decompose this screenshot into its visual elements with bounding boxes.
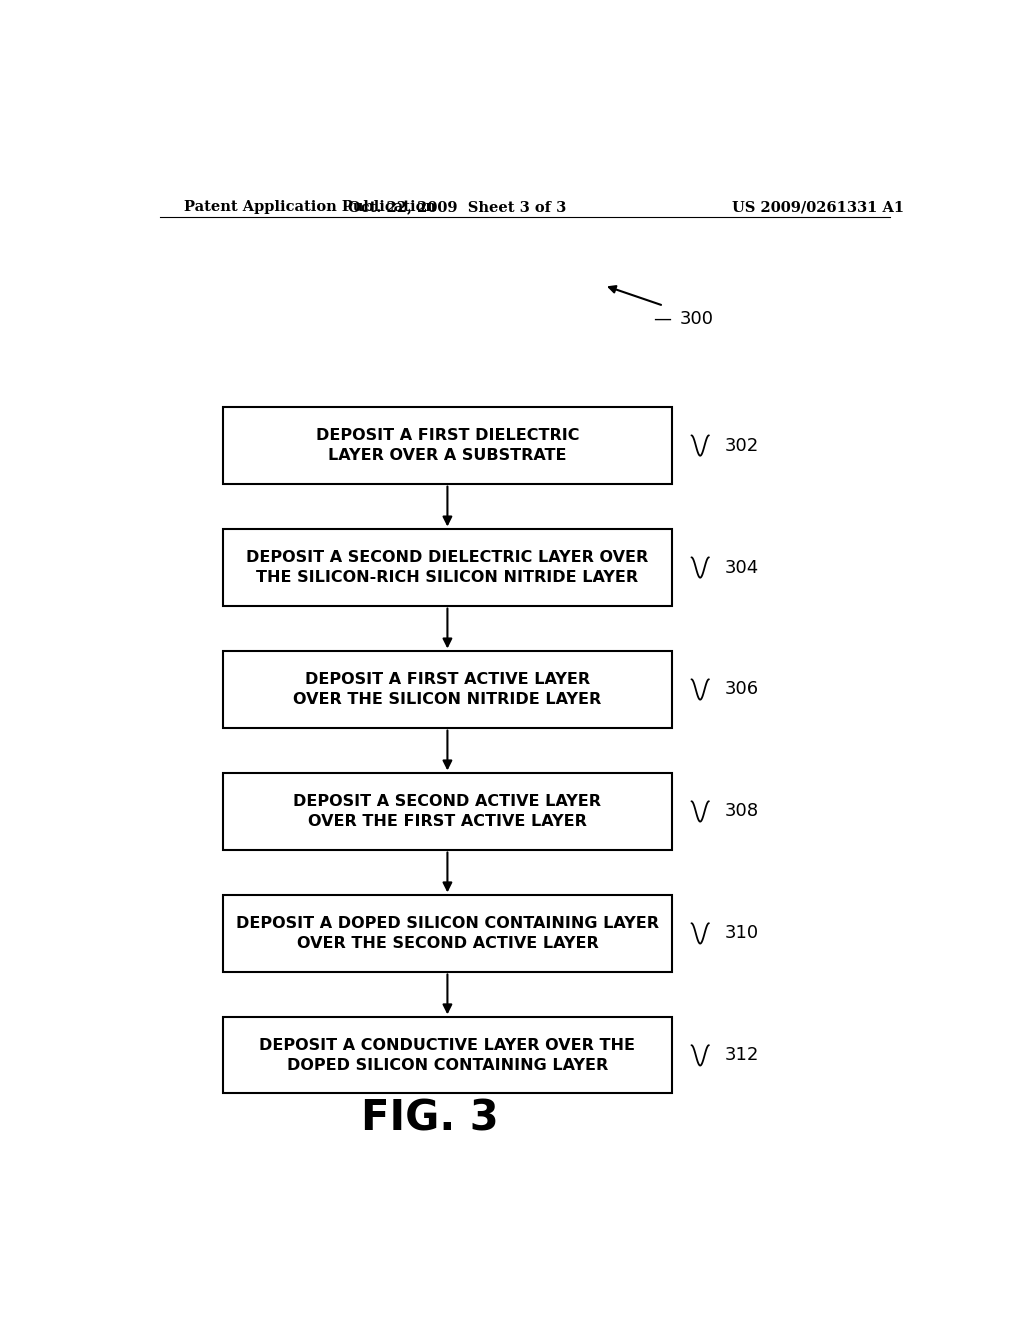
Text: 310: 310 <box>725 924 759 942</box>
Text: US 2009/0261331 A1: US 2009/0261331 A1 <box>732 201 904 214</box>
Text: 300: 300 <box>680 310 714 327</box>
Text: 308: 308 <box>725 803 759 821</box>
Text: Oct. 22, 2009  Sheet 3 of 3: Oct. 22, 2009 Sheet 3 of 3 <box>348 201 566 214</box>
FancyBboxPatch shape <box>223 529 672 606</box>
Text: DEPOSIT A DOPED SILICON CONTAINING LAYER
OVER THE SECOND ACTIVE LAYER: DEPOSIT A DOPED SILICON CONTAINING LAYER… <box>236 916 658 950</box>
FancyBboxPatch shape <box>223 651 672 727</box>
Text: 304: 304 <box>725 558 759 577</box>
Text: 306: 306 <box>725 681 759 698</box>
FancyBboxPatch shape <box>223 1018 672 1093</box>
Text: DEPOSIT A SECOND DIELECTRIC LAYER OVER
THE SILICON-RICH SILICON NITRIDE LAYER: DEPOSIT A SECOND DIELECTRIC LAYER OVER T… <box>247 550 648 585</box>
Text: DEPOSIT A FIRST DIELECTRIC
LAYER OVER A SUBSTRATE: DEPOSIT A FIRST DIELECTRIC LAYER OVER A … <box>315 428 580 463</box>
Text: 302: 302 <box>725 437 759 454</box>
Text: 312: 312 <box>725 1047 759 1064</box>
FancyBboxPatch shape <box>223 774 672 850</box>
Text: DEPOSIT A FIRST ACTIVE LAYER
OVER THE SILICON NITRIDE LAYER: DEPOSIT A FIRST ACTIVE LAYER OVER THE SI… <box>293 672 601 708</box>
FancyBboxPatch shape <box>223 408 672 483</box>
Text: —: — <box>653 310 672 327</box>
Text: Patent Application Publication: Patent Application Publication <box>183 201 435 214</box>
FancyBboxPatch shape <box>223 895 672 972</box>
Text: DEPOSIT A SECOND ACTIVE LAYER
OVER THE FIRST ACTIVE LAYER: DEPOSIT A SECOND ACTIVE LAYER OVER THE F… <box>294 795 601 829</box>
Text: DEPOSIT A CONDUCTIVE LAYER OVER THE
DOPED SILICON CONTAINING LAYER: DEPOSIT A CONDUCTIVE LAYER OVER THE DOPE… <box>259 1038 636 1073</box>
Text: FIG. 3: FIG. 3 <box>360 1098 499 1140</box>
